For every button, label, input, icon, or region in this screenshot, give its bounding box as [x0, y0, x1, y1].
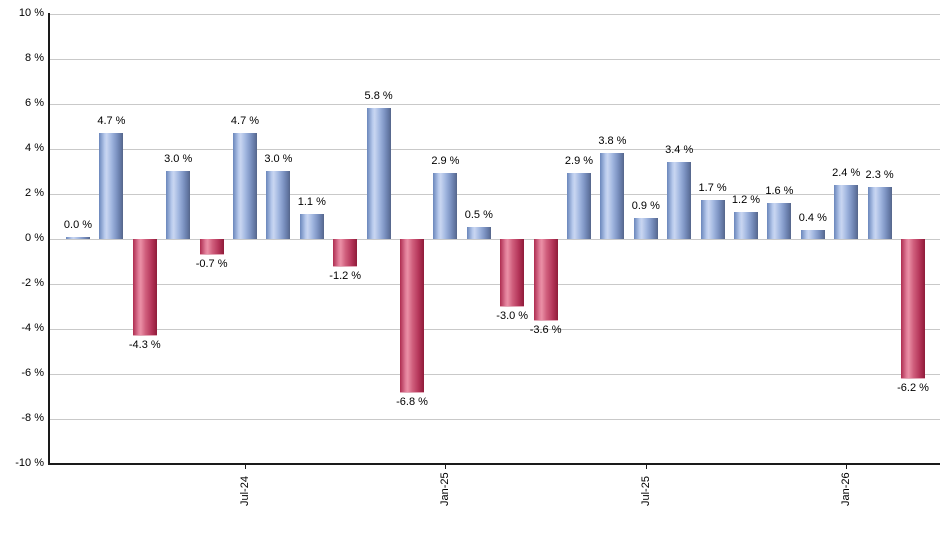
bar-value-label: 0.0 %: [63, 218, 93, 231]
bar-value-label: 3.0 %: [164, 153, 193, 165]
gridline: [49, 328, 940, 330]
bar-negative: [132, 238, 157, 337]
bar-negative: [333, 238, 358, 267]
bar-positive: [834, 184, 859, 239]
gridline: [49, 418, 940, 420]
bar-value-label: 5.8 %: [364, 90, 393, 102]
bar-positive: [800, 229, 825, 239]
bar-positive: [466, 227, 491, 239]
x-axis-tick: [445, 463, 447, 469]
x-axis-tick: [846, 463, 848, 469]
bar-positive: [734, 211, 758, 239]
bar-value-label: 1.2 %: [731, 193, 761, 206]
bar-value-label: 1.1 %: [297, 195, 326, 208]
bar-value-label: -3.0 %: [496, 310, 529, 322]
x-axis-label: Jan-26: [840, 472, 853, 506]
bar-value-label: 3.0 %: [264, 153, 293, 165]
bar-value-label: -0.7 %: [195, 258, 228, 271]
gridline: [49, 283, 940, 285]
x-axis-label: Jul-24: [239, 476, 251, 506]
bar-negative: [901, 238, 925, 379]
y-axis-line: [48, 13, 50, 465]
y-axis-label: 0 %: [25, 231, 44, 244]
bar-value-label: 2.3 %: [865, 168, 894, 181]
x-axis-tick: [645, 463, 647, 469]
bar-value-label: -3.6 %: [529, 323, 562, 336]
bar-value-label: 0.5 %: [464, 209, 493, 222]
gridline: [49, 373, 940, 375]
bar-value-label: 4.7 %: [97, 114, 126, 127]
y-axis-label: -8 %: [21, 411, 44, 424]
bar-positive: [567, 173, 591, 239]
y-axis-label: 6 %: [25, 96, 44, 109]
bar-value-label: -6.2 %: [897, 382, 929, 394]
bar-positive: [66, 236, 90, 239]
bar-value-label: 1.7 %: [698, 182, 727, 195]
gridline: [49, 238, 940, 240]
bar-positive: [700, 200, 725, 239]
bar-positive: [433, 173, 458, 239]
bar-value-label: -4.3 %: [128, 339, 161, 352]
bar-value-label: -1.2 %: [329, 269, 362, 282]
bar-value-label: 3.8 %: [598, 135, 627, 147]
bar-value-label: 2.4 %: [832, 166, 861, 179]
bar-value-label: 3.4 %: [665, 144, 694, 156]
y-axis-label: -10 %: [15, 456, 44, 469]
y-axis-label: 2 %: [25, 186, 44, 199]
y-axis-label: 10 %: [18, 6, 44, 19]
y-axis-label: -2 %: [21, 276, 44, 289]
y-axis-label: -4 %: [21, 321, 44, 334]
bar-value-label: 0.4 %: [798, 211, 827, 224]
bar-value-label: 0.9 %: [631, 200, 660, 213]
bar-negative: [400, 238, 424, 393]
bar-positive: [600, 153, 625, 239]
y-axis-label: 8 %: [25, 51, 44, 64]
bar-negative: [500, 238, 525, 307]
x-axis-tick: [245, 463, 246, 469]
x-axis-label: Jul-25: [639, 476, 652, 506]
bar-negative: [199, 238, 224, 256]
bar-positive: [99, 132, 124, 239]
bar-value-label: 1.6 %: [765, 184, 794, 197]
gridline: [49, 148, 940, 150]
y-axis-label: 4 %: [25, 141, 44, 154]
x-axis-label: Jan-25: [439, 472, 452, 506]
bar-value-label: 4.7 %: [230, 114, 260, 127]
bar-negative: [533, 238, 558, 321]
gridline: [49, 103, 940, 105]
bar-value-label: -6.8 %: [396, 395, 428, 408]
bar-positive: [633, 218, 658, 239]
bar-value-label: 2.9 %: [564, 155, 594, 168]
bar-positive: [233, 132, 257, 239]
bar-positive: [366, 108, 391, 239]
bar-positive: [667, 162, 692, 239]
gridline: [49, 193, 940, 195]
bar-positive: [767, 202, 792, 239]
bar-positive: [166, 171, 191, 239]
bar-value-label: 2.9 %: [431, 155, 460, 168]
gridline: [49, 13, 940, 15]
y-axis-label: -6 %: [21, 366, 44, 379]
bar-positive: [299, 213, 324, 239]
x-axis-line: [49, 463, 940, 465]
bar-positive: [867, 186, 892, 239]
bar-positive: [266, 171, 291, 239]
gridline: [49, 58, 940, 60]
